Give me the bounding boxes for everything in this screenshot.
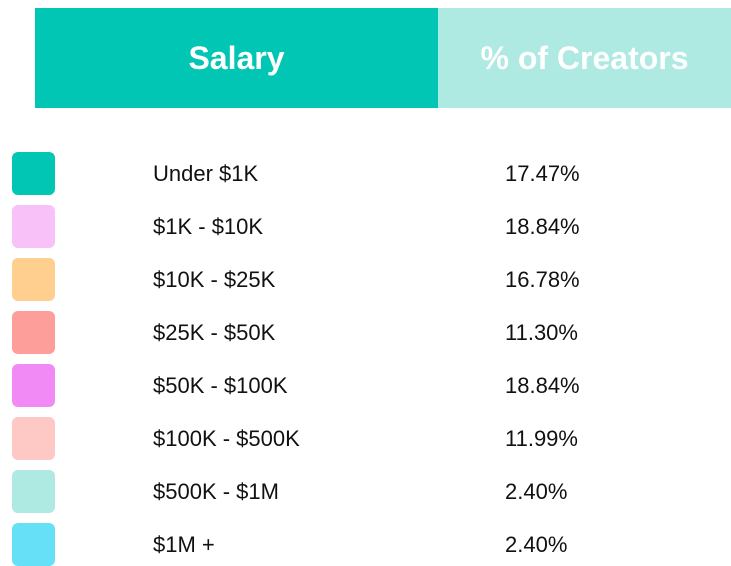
percent-value: 18.84%: [505, 373, 580, 398]
table-row: $1K - $10K 18.84%: [0, 205, 731, 248]
percent-value: 11.99%: [505, 426, 578, 451]
header-cell: Salary: [35, 8, 438, 108]
salary-label: $50K - $100K: [153, 373, 288, 398]
color-swatch: [12, 523, 55, 566]
color-swatch: [12, 205, 55, 248]
color-swatch: [12, 364, 55, 407]
color-swatch: [12, 470, 55, 513]
table-row: $10K - $25K 16.78%: [0, 258, 731, 301]
percent-value: 2.40%: [505, 479, 568, 504]
percent-value: 18.84%: [505, 214, 580, 239]
color-swatch: [12, 311, 55, 354]
percent-value: 16.78%: [505, 267, 580, 292]
color-swatch: [12, 152, 55, 195]
salary-label: $25K - $50K: [153, 320, 276, 345]
table-row: Under $1K 17.47%: [0, 152, 731, 195]
percent-value: 17.47%: [505, 161, 580, 186]
header-cell: % of Creators: [438, 8, 731, 108]
salary-label: $1K - $10K: [153, 214, 264, 239]
salary-label: $10K - $25K: [153, 267, 276, 292]
table-row: $500K - $1M 2.40%: [0, 470, 731, 513]
percent-value: 11.30%: [505, 320, 578, 345]
color-swatch: [12, 258, 55, 301]
salary-label: $500K - $1M: [153, 479, 279, 504]
salary-label: $100K - $500K: [153, 426, 300, 451]
color-swatch: [12, 417, 55, 460]
percent-value: 2.40%: [505, 532, 568, 557]
salary-label: $1M +: [153, 532, 215, 557]
table-row: $50K - $100K 18.84%: [0, 364, 731, 407]
table-row: $100K - $500K 11.99%: [0, 417, 731, 460]
table-row: $25K - $50K 11.30%: [0, 311, 731, 354]
table-row: $1M + 2.40%: [0, 523, 731, 566]
salary-label: Under $1K: [153, 161, 259, 186]
